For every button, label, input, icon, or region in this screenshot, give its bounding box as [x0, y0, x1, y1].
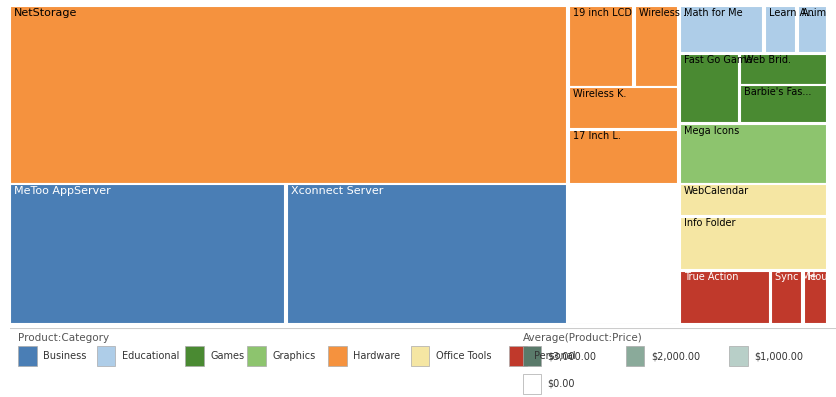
- Text: Educational: Educational: [121, 351, 179, 361]
- Text: $0.00: $0.00: [547, 379, 574, 389]
- Text: Business: Business: [43, 351, 86, 361]
- Text: Personal: Personal: [533, 351, 574, 361]
- Bar: [287, 185, 567, 324]
- Text: Graphics: Graphics: [272, 351, 315, 361]
- Bar: [10, 185, 285, 324]
- Bar: [803, 271, 826, 324]
- Text: $1,000.00: $1,000.00: [753, 351, 803, 361]
- Text: MeToo AppServer: MeToo AppServer: [14, 186, 110, 196]
- Bar: [679, 217, 826, 270]
- Text: Learn A...: Learn A...: [768, 8, 814, 17]
- Bar: [97, 346, 115, 366]
- Bar: [10, 6, 567, 184]
- Bar: [679, 6, 762, 53]
- Text: Wireless ...: Wireless ...: [639, 8, 691, 17]
- Bar: [410, 346, 429, 366]
- Text: Math for Me: Math for Me: [683, 8, 742, 17]
- Bar: [18, 346, 37, 366]
- Text: $2,000.00: $2,000.00: [650, 351, 699, 361]
- Text: 17 Inch L.: 17 Inch L.: [572, 131, 620, 141]
- Text: Product:Category: Product:Category: [18, 333, 110, 343]
- Text: Fast Go Game: Fast Go Game: [683, 55, 752, 65]
- Text: Xconnect Server: Xconnect Server: [291, 186, 383, 196]
- Bar: [740, 54, 826, 85]
- Bar: [508, 346, 527, 366]
- Bar: [771, 271, 802, 324]
- Text: Web Brid.: Web Brid.: [743, 55, 791, 65]
- Bar: [764, 6, 795, 53]
- Bar: [679, 185, 826, 216]
- Bar: [679, 271, 769, 324]
- Bar: [740, 85, 826, 123]
- Bar: [247, 346, 265, 366]
- Bar: [522, 346, 540, 366]
- Text: Average(Product:Price): Average(Product:Price): [522, 333, 642, 343]
- Bar: [522, 374, 540, 393]
- Bar: [797, 6, 826, 53]
- Text: House.: House.: [808, 272, 836, 282]
- Text: Office Tools: Office Tools: [436, 351, 491, 361]
- Text: Barbie's Fas...: Barbie's Fas...: [743, 87, 811, 97]
- Text: $3,000.00: $3,000.00: [547, 351, 596, 361]
- Bar: [625, 346, 644, 366]
- Bar: [568, 130, 677, 184]
- Text: NetStorage: NetStorage: [14, 8, 78, 17]
- Bar: [568, 87, 677, 129]
- Bar: [679, 124, 826, 184]
- Text: Hardware: Hardware: [353, 351, 400, 361]
- Bar: [679, 54, 738, 123]
- Text: Anim.: Anim.: [801, 8, 828, 17]
- Text: Sync Me: Sync Me: [775, 272, 816, 282]
- Bar: [185, 346, 203, 366]
- Text: WebCalendar: WebCalendar: [683, 186, 748, 196]
- Bar: [328, 346, 346, 366]
- Text: Wireless K.: Wireless K.: [572, 89, 625, 99]
- Bar: [635, 6, 677, 87]
- Text: Games: Games: [210, 351, 244, 361]
- Bar: [568, 6, 633, 87]
- Text: Info Folder: Info Folder: [683, 218, 735, 228]
- Text: Mega Icons: Mega Icons: [683, 126, 738, 136]
- Bar: [729, 346, 747, 366]
- Text: True Action: True Action: [683, 272, 737, 282]
- Text: 19 inch LCD: 19 inch LCD: [572, 8, 631, 17]
